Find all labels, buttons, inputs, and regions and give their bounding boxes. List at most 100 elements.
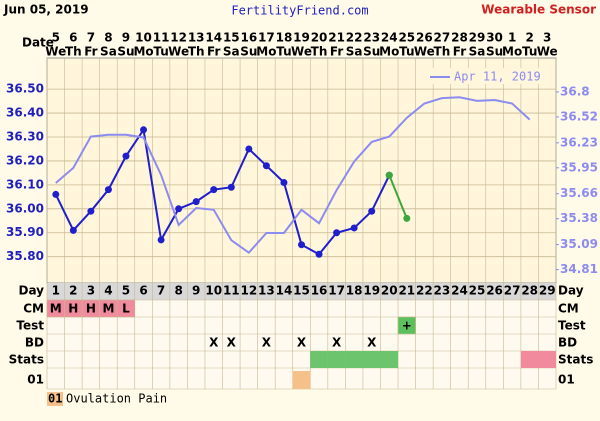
weekday-label: Mo <box>502 45 522 59</box>
bd-mark: X <box>332 336 342 350</box>
row-label: CM <box>558 302 579 316</box>
date-label: 28 <box>451 31 468 45</box>
date-label: 21 <box>328 31 345 45</box>
weekday-label: Sa <box>223 45 240 59</box>
weekday-label: Mo <box>379 45 399 59</box>
date-label: 22 <box>346 31 363 45</box>
y-tick-label: 36.20 <box>6 153 44 167</box>
day-number: 5 <box>122 284 130 298</box>
series-line <box>54 127 391 256</box>
day-number: 16 <box>311 284 328 298</box>
y2-tick-label: 36.23 <box>560 135 598 149</box>
bd-mark: X <box>262 336 272 350</box>
row-label: Day <box>18 284 44 298</box>
day-number: 25 <box>469 284 486 298</box>
row-label: Test <box>558 319 586 333</box>
date-label: 10 <box>135 31 152 45</box>
weekday-label: Tu <box>153 45 168 59</box>
weekday-label: Tu <box>276 45 291 59</box>
day-number: 1 <box>52 284 60 298</box>
weekday-label: Su <box>486 45 503 59</box>
stats-cell <box>310 351 328 368</box>
day-number: 2 <box>69 284 77 298</box>
cell-label: M <box>102 302 114 316</box>
weekday-label: Su <box>363 45 380 59</box>
date-label: 9 <box>122 31 130 45</box>
source-label: Wearable Sensor <box>481 3 596 17</box>
date-label: 1 <box>508 31 516 45</box>
o1-cell <box>292 371 311 389</box>
day-number: 4 <box>104 284 112 298</box>
stats-cell <box>327 351 346 368</box>
row-label: Test <box>16 319 44 333</box>
date-label: 5 <box>52 31 60 45</box>
day-number: 9 <box>192 284 200 298</box>
stats-cell <box>538 351 556 368</box>
weekday-label: We <box>537 45 558 59</box>
weekday-label: We <box>168 45 189 59</box>
y-tick-label: 36.50 <box>6 82 44 96</box>
y2-tick-label: 36.52 <box>560 109 598 123</box>
weekday-label: Fr <box>207 45 220 59</box>
weekday-label: Fr <box>453 45 466 59</box>
day-number: 11 <box>223 284 240 298</box>
day-number: 23 <box>434 284 451 298</box>
day-number: 21 <box>398 284 415 298</box>
cell <box>397 316 416 335</box>
stats-cell <box>345 351 363 368</box>
date-label: 26 <box>416 31 433 45</box>
legend-box <box>426 68 554 84</box>
weekday-label: We <box>291 45 312 59</box>
day-number: 3 <box>87 284 95 298</box>
day-number: 28 <box>521 284 538 298</box>
bd-mark: X <box>297 336 307 350</box>
row-label: BD <box>558 336 577 350</box>
data-point <box>280 178 288 186</box>
cell-label: + <box>402 319 412 333</box>
day-number: 29 <box>539 284 556 298</box>
date-label: 14 <box>205 31 222 45</box>
data-point <box>69 226 77 234</box>
day-number: 12 <box>240 284 257 298</box>
row-label: 01 <box>27 373 44 387</box>
day-number: 7 <box>157 284 165 298</box>
y2-tick-label: 36.8 <box>560 84 590 98</box>
row-label: Day <box>558 284 584 298</box>
date-label: Date <box>22 36 54 50</box>
weekday-label: Tu <box>522 45 537 59</box>
y-tick-label: 36.10 <box>6 177 44 191</box>
weekday-label: Sa <box>469 45 486 59</box>
day-number: 18 <box>346 284 363 298</box>
date-label: 12 <box>170 31 187 45</box>
date-label: 16 <box>240 31 257 45</box>
cell-label: H <box>86 302 96 316</box>
data-point <box>350 224 358 232</box>
date-label: 3 <box>543 31 551 45</box>
row-label: 01 <box>558 373 575 387</box>
data-point <box>87 207 95 215</box>
row-label: Stats <box>558 353 593 367</box>
date-label: 6 <box>69 31 77 45</box>
day-number: 22 <box>416 284 433 298</box>
weekday-label: We <box>414 45 435 59</box>
y-tick-label: 35.90 <box>6 225 44 239</box>
weekday-label: Su <box>240 45 257 59</box>
weekday-label: Mo <box>256 45 276 59</box>
date-label: 18 <box>276 31 293 45</box>
y-tick-label: 36.00 <box>6 201 44 215</box>
date-label: 27 <box>434 31 451 45</box>
weekday-label: Th <box>65 45 82 59</box>
data-point <box>210 186 218 194</box>
data-point <box>122 152 130 160</box>
cell-label: L <box>122 302 130 316</box>
data-point <box>175 205 183 213</box>
date-label: 13 <box>188 31 205 45</box>
stats-cell <box>380 351 399 368</box>
stats-cell <box>362 351 381 368</box>
date-label: 17 <box>258 31 275 45</box>
y2-tick-label: 34.81 <box>560 262 598 276</box>
y2-tick-label: 35.09 <box>560 237 598 251</box>
date-label: 30 <box>486 31 503 45</box>
day-number: 15 <box>293 284 310 298</box>
data-point <box>385 171 393 179</box>
